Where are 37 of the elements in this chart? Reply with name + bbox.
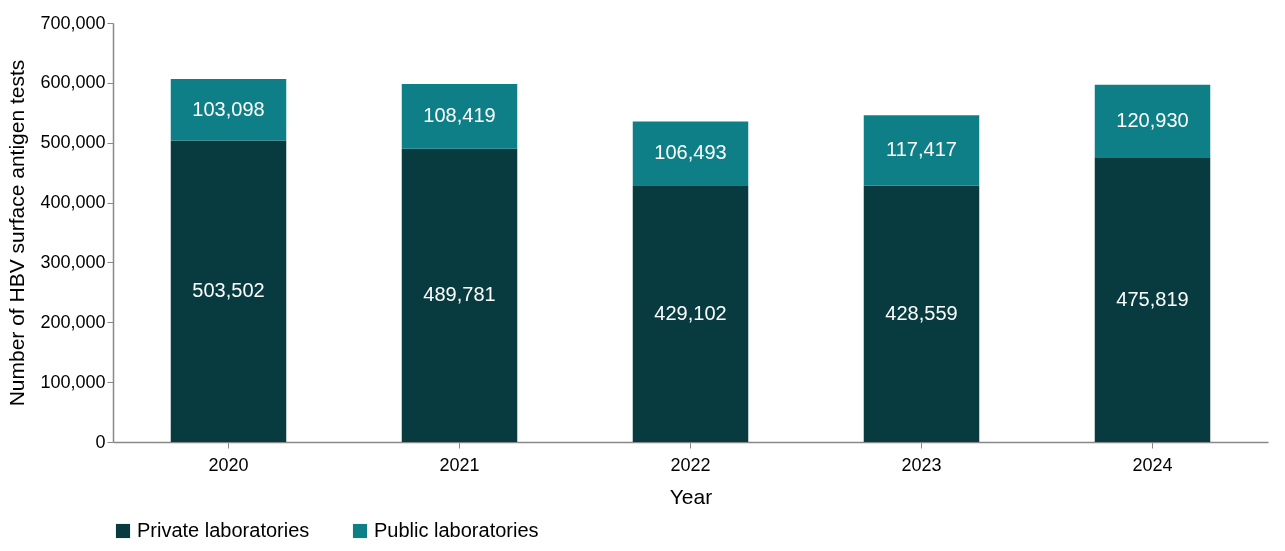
bar [863, 115, 980, 186]
data-label: 489,781 [423, 283, 496, 306]
data-label: 106,493 [654, 141, 727, 164]
bar [170, 140, 287, 442]
y-tick-label: 400,000 [40, 192, 106, 213]
x-axis-title: Year [669, 484, 713, 508]
bar [632, 121, 749, 186]
y-tick-label: 200,000 [40, 311, 106, 332]
data-label: 103,098 [192, 97, 265, 120]
y-tick-label: 0 [95, 431, 106, 452]
x-tick-label: 2020 [208, 454, 249, 475]
data-label: 108,419 [423, 104, 496, 127]
y-tick-label: 700,000 [40, 12, 106, 33]
bar [632, 185, 749, 442]
x-tick-label: 2024 [1132, 454, 1173, 475]
legend-label: Public laboratories [374, 519, 539, 541]
x-tick-label: 2021 [439, 454, 480, 475]
x-tick-label: 2022 [670, 454, 711, 475]
y-axis-title: Number of HBV surface antigen tests [5, 59, 29, 407]
data-label: 120,930 [1116, 109, 1189, 131]
y-tick-label: 600,000 [40, 72, 106, 93]
data-label: 475,819 [1116, 287, 1189, 310]
bar [1094, 84, 1211, 158]
legend-label: Private laboratories [137, 519, 310, 541]
y-tick-label: 500,000 [40, 132, 106, 153]
data-label: 428,559 [885, 301, 958, 324]
bar [401, 148, 518, 442]
data-label: 117,417 [886, 138, 957, 161]
bar [401, 83, 518, 149]
bar [863, 185, 980, 442]
y-tick-label: 300,000 [40, 251, 106, 272]
bar [170, 78, 287, 141]
data-label: 503,502 [192, 279, 265, 302]
x-tick-label: 2023 [901, 454, 942, 475]
data-label: 429,102 [654, 301, 727, 324]
bar [1094, 157, 1211, 442]
y-tick-label: 100,000 [40, 371, 106, 392]
